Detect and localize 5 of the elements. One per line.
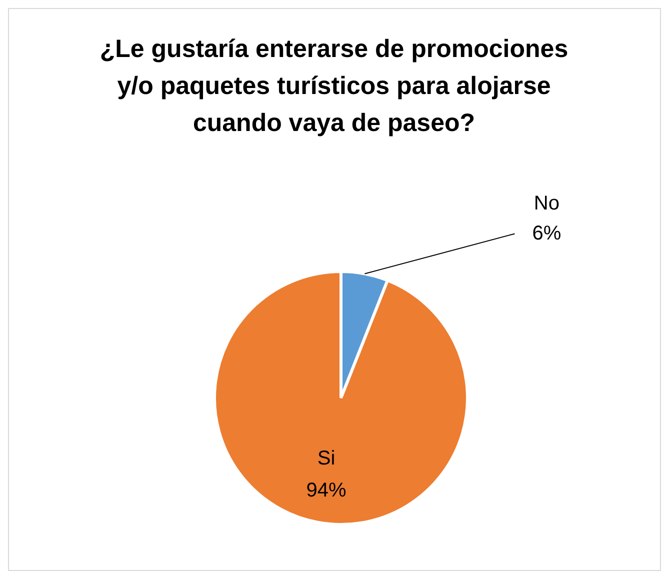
slice-label: No	[534, 192, 560, 214]
chart-title: ¿Le gustaría enterarse de promociones y/o paquetes turísticos para alojarse cuando vaya de paseo?	[98, 34, 570, 139]
data-label: 94%	[306, 480, 347, 502]
data-label: 6%	[532, 222, 562, 244]
slice-label: Si	[317, 448, 336, 470]
